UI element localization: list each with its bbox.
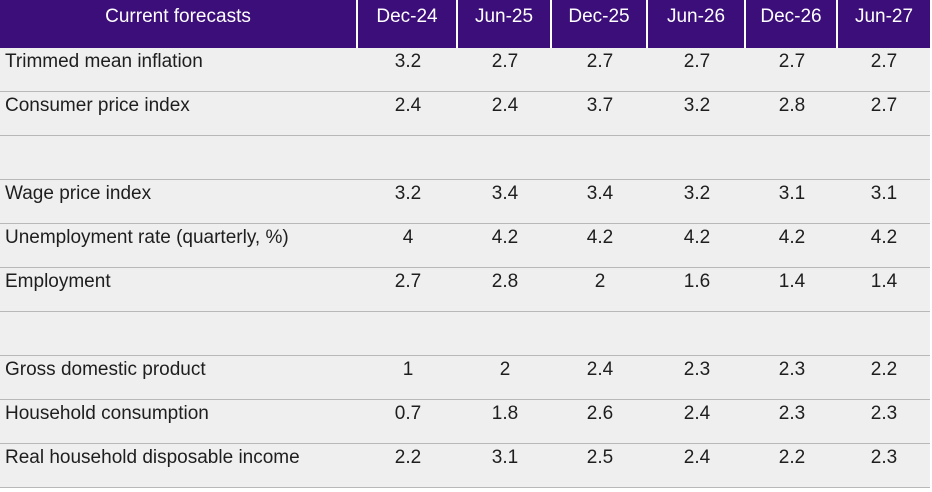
row-label: Consumer price index xyxy=(0,92,358,136)
header-cell-period: Dec-26 xyxy=(746,0,838,48)
value-cell: 3.4 xyxy=(458,180,552,224)
value-cell: 2.6 xyxy=(552,400,648,444)
value-cell xyxy=(458,312,552,356)
value-cell: 2.4 xyxy=(458,92,552,136)
table-row: Household consumption 0.7 1.8 2.6 2.4 2.3 2.3 xyxy=(0,400,930,444)
value-cell: 2.7 xyxy=(458,48,552,92)
row-label: Unemployment rate (quarterly, %) xyxy=(0,224,358,268)
value-cell xyxy=(838,136,930,180)
value-cell xyxy=(648,312,746,356)
value-cell: 3.4 xyxy=(552,180,648,224)
value-cell: 2.2 xyxy=(358,444,458,488)
value-cell: 3.2 xyxy=(648,180,746,224)
table-row: Gross domestic product 1 2 2.4 2.3 2.3 2.2 xyxy=(0,356,930,400)
spacer-row xyxy=(0,136,930,180)
value-cell: 2 xyxy=(458,356,552,400)
row-label: Trimmed mean inflation xyxy=(0,48,358,92)
value-cell xyxy=(648,136,746,180)
row-label: Gross domestic product xyxy=(0,356,358,400)
value-cell xyxy=(746,312,838,356)
value-cell: 4 xyxy=(358,224,458,268)
value-cell: 2.4 xyxy=(358,92,458,136)
header-row: Current forecasts Dec-24 Jun-25 Dec-25 J… xyxy=(0,0,930,48)
value-cell: 2.4 xyxy=(552,356,648,400)
table-row: Wage price index 3.2 3.4 3.4 3.2 3.1 3.1 xyxy=(0,180,930,224)
header-cell-period: Jun-25 xyxy=(458,0,552,48)
value-cell: 2.3 xyxy=(838,444,930,488)
value-cell: 2.3 xyxy=(746,400,838,444)
value-cell: 3.1 xyxy=(838,180,930,224)
value-cell xyxy=(746,136,838,180)
row-label: Employment xyxy=(0,268,358,312)
header-cell-period: Dec-25 xyxy=(552,0,648,48)
value-cell: 1.4 xyxy=(746,268,838,312)
header-cell-title: Current forecasts xyxy=(0,0,358,48)
row-label: Real household disposable income xyxy=(0,444,358,488)
row-label xyxy=(0,136,358,180)
value-cell: 1.8 xyxy=(458,400,552,444)
value-cell: 4.2 xyxy=(838,224,930,268)
value-cell: 1.6 xyxy=(648,268,746,312)
value-cell: 2 xyxy=(552,268,648,312)
header-cell-period: Jun-26 xyxy=(648,0,746,48)
value-cell: 2.7 xyxy=(746,48,838,92)
value-cell: 4.2 xyxy=(458,224,552,268)
value-cell: 1.4 xyxy=(838,268,930,312)
value-cell: 2.5 xyxy=(552,444,648,488)
table-body: Trimmed mean inflation 3.2 2.7 2.7 2.7 2.7 2.7… xyxy=(0,48,930,488)
header-cell-period: Jun-27 xyxy=(838,0,930,48)
value-cell: 2.4 xyxy=(648,400,746,444)
value-cell: 4.2 xyxy=(746,224,838,268)
value-cell: 2.7 xyxy=(838,92,930,136)
value-cell: 2.8 xyxy=(458,268,552,312)
row-label: Wage price index xyxy=(0,180,358,224)
value-cell: 2.3 xyxy=(838,400,930,444)
value-cell: 2.3 xyxy=(746,356,838,400)
value-cell: 2.7 xyxy=(358,268,458,312)
value-cell xyxy=(458,136,552,180)
value-cell: 4.2 xyxy=(648,224,746,268)
value-cell: 0.7 xyxy=(358,400,458,444)
value-cell: 1 xyxy=(358,356,458,400)
table-row: Unemployment rate (quarterly, %) 4 4.2 4.2 4… xyxy=(0,224,930,268)
row-label xyxy=(0,312,358,356)
table-row: Consumer price index 2.4 2.4 3.7 3.2 2.8 2.7 xyxy=(0,92,930,136)
value-cell: 3.2 xyxy=(358,180,458,224)
value-cell xyxy=(552,136,648,180)
value-cell: 3.1 xyxy=(458,444,552,488)
value-cell: 3.2 xyxy=(358,48,458,92)
value-cell: 3.2 xyxy=(648,92,746,136)
value-cell xyxy=(358,312,458,356)
row-label: Household consumption xyxy=(0,400,358,444)
value-cell: 2.8 xyxy=(746,92,838,136)
header-cell-period: Dec-24 xyxy=(358,0,458,48)
table-row: Trimmed mean inflation 3.2 2.7 2.7 2.7 2.7 2.7 xyxy=(0,48,930,92)
value-cell xyxy=(838,312,930,356)
table-row: Real household disposable income 2.2 3.1 2.… xyxy=(0,444,930,488)
spacer-row xyxy=(0,312,930,356)
value-cell xyxy=(552,312,648,356)
value-cell: 2.7 xyxy=(648,48,746,92)
value-cell: 3.7 xyxy=(552,92,648,136)
value-cell: 2.2 xyxy=(838,356,930,400)
value-cell: 2.2 xyxy=(746,444,838,488)
table-row: Employment 2.7 2.8 2 1.6 1.4 1.4 xyxy=(0,268,930,312)
value-cell xyxy=(358,136,458,180)
value-cell: 2.3 xyxy=(648,356,746,400)
value-cell: 2.4 xyxy=(648,444,746,488)
value-cell: 2.7 xyxy=(552,48,648,92)
value-cell: 4.2 xyxy=(552,224,648,268)
value-cell: 2.7 xyxy=(838,48,930,92)
value-cell: 3.1 xyxy=(746,180,838,224)
